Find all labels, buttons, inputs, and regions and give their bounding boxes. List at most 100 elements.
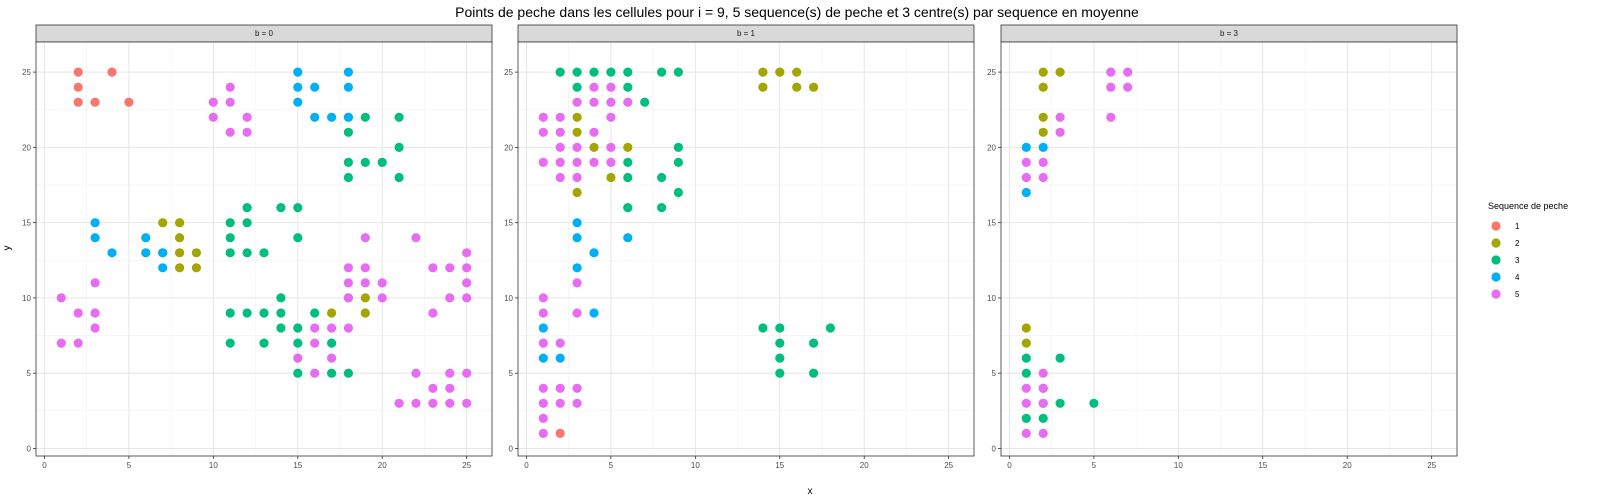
data-point-seq-2 [327,308,337,318]
y-tick-label: 20 [22,143,31,152]
data-point-seq-3 [293,233,303,243]
data-point-seq-5 [428,398,438,408]
data-point-seq-4 [1038,142,1048,152]
data-point-seq-3 [775,353,785,363]
data-point-seq-5 [208,112,218,122]
data-point-seq-2 [792,67,802,77]
y-tick-label: 10 [22,294,31,303]
data-point-seq-3 [276,293,286,303]
data-point-seq-4 [90,233,100,243]
data-point-seq-3 [1055,353,1065,363]
data-point-seq-5 [1021,172,1031,183]
panel-border [517,41,975,457]
data-point-seq-5 [208,97,218,107]
data-point-seq-2 [1021,338,1031,348]
data-point-seq-5 [1038,368,1048,378]
data-point-seq-4 [555,353,565,363]
data-point-seq-3 [343,157,353,167]
data-point-seq-2 [1038,67,1048,77]
data-point-seq-3 [657,203,667,213]
data-point-seq-3 [343,127,353,137]
y-tick-label: 15 [987,219,996,228]
data-point-seq-5 [445,368,455,378]
data-point-seq-5 [538,428,548,438]
data-point-seq-5 [343,293,353,303]
data-point-seq-5 [538,413,548,423]
data-point-seq-3 [276,308,286,318]
legend-key-5 [1491,289,1501,299]
data-point-seq-4 [1021,187,1031,198]
data-point-seq-4 [310,112,320,122]
data-point-seq-5 [445,383,455,393]
data-point-seq-2 [589,142,599,152]
data-point-seq-5 [343,278,353,288]
data-point-seq-3 [758,323,768,333]
data-point-seq-2 [606,172,616,183]
data-point-seq-2 [792,82,802,92]
data-point-seq-2 [1055,67,1065,77]
legend-key-3 [1491,255,1501,265]
data-point-seq-3 [293,203,303,213]
data-point-seq-3 [673,67,684,77]
data-point-seq-5 [1106,112,1116,122]
data-point-seq-5 [572,97,582,107]
data-point-seq-4 [293,67,303,77]
data-point-seq-5 [538,112,548,122]
data-point-seq-4 [293,97,303,107]
x-tick-label: 0 [1007,461,1012,470]
data-point-seq-5 [90,278,100,288]
data-point-seq-3 [623,203,633,213]
data-point-seq-2 [1038,112,1048,122]
data-point-seq-4 [343,67,353,77]
data-point-seq-5 [462,263,472,273]
data-point-seq-5 [572,308,582,318]
data-point-seq-3 [572,67,582,77]
data-point-seq-3 [242,248,252,258]
data-point-seq-5 [606,157,616,167]
data-point-seq-3 [809,368,819,378]
data-point-seq-5 [73,338,83,348]
data-point-seq-1 [124,97,134,107]
data-point-seq-5 [1106,82,1116,92]
data-point-seq-3 [327,368,337,378]
x-tick-label: 10 [691,461,700,470]
data-point-seq-5 [1038,428,1048,438]
x-tick-label: 15 [1258,461,1267,470]
data-point-seq-5 [462,248,472,258]
data-point-seq-3 [1089,398,1099,408]
data-point-seq-5 [1038,157,1048,167]
data-point-seq-3 [327,338,337,348]
panel-border [1000,41,1458,457]
data-point-seq-3 [657,172,667,183]
data-point-seq-5 [555,112,565,122]
y-tick-label: 0 [509,444,514,453]
data-point-seq-2 [360,293,370,303]
data-point-seq-5 [555,172,565,183]
data-point-seq-3 [775,323,785,333]
data-point-seq-5 [1038,172,1048,183]
data-point-seq-5 [1055,112,1065,122]
data-point-seq-3 [394,142,404,152]
data-point-seq-2 [191,263,201,273]
data-point-seq-5 [428,383,438,393]
data-point-seq-5 [589,82,599,92]
data-point-seq-5 [589,127,599,137]
data-point-seq-3 [640,97,650,107]
data-point-seq-5 [606,82,616,92]
x-tick-label: 10 [209,461,218,470]
data-point-seq-3 [775,338,785,348]
data-point-seq-2 [175,218,185,228]
data-point-seq-4 [343,82,353,92]
data-point-seq-3 [623,157,633,167]
data-point-seq-5 [225,127,235,137]
panel-background [518,42,974,456]
data-point-seq-5 [462,278,472,288]
data-point-seq-4 [310,82,320,92]
data-point-seq-5 [343,263,353,273]
data-point-seq-4 [589,308,599,318]
x-tick-label: 20 [1343,461,1352,470]
y-tick-label: 20 [504,143,513,152]
data-point-seq-2 [758,82,768,92]
data-point-seq-4 [158,263,168,273]
facet-panel-2: b = 1 0 5 10 15 20 25 0 5 10 15 20 25 [504,24,975,470]
